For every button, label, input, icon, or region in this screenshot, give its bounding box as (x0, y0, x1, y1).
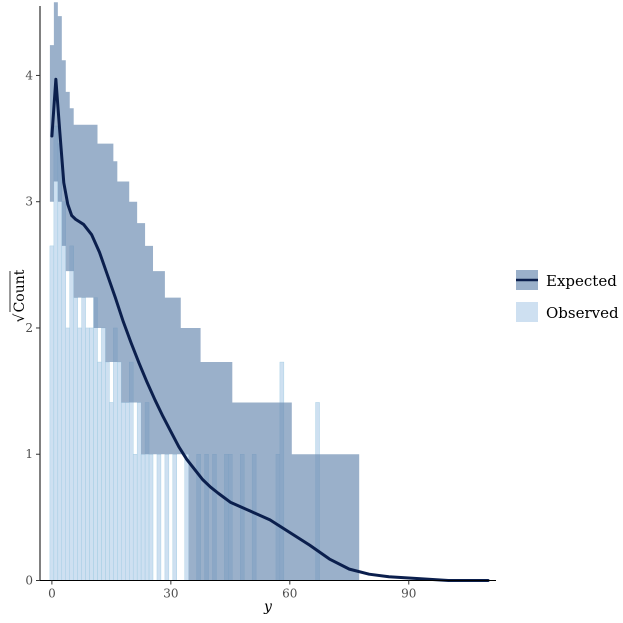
observed-bar (148, 454, 154, 581)
legend-key-observed (516, 302, 538, 322)
expected-band-layer (49, 2, 360, 581)
observed-bar (81, 297, 86, 581)
y-axis-title: Count (12, 269, 28, 312)
x-axis-title: y (263, 599, 273, 615)
y-ticks: 0 1 2 3 4 (25, 68, 40, 588)
observed-bar (61, 201, 66, 581)
plot-area (49, 2, 490, 582)
observed-bar (65, 327, 70, 581)
legend-label-observed: Observed (546, 304, 619, 322)
observed-bar (172, 454, 178, 581)
y-tick-label: 0 (25, 574, 33, 588)
y-tick-label: 1 (25, 447, 33, 461)
observed-bar (97, 361, 102, 581)
observed-bar (156, 454, 162, 581)
observed-bar (69, 245, 74, 581)
x-tick-label: 90 (401, 587, 416, 601)
legend-label-expected: Expected (546, 272, 617, 290)
expected-line-layer (50, 77, 490, 582)
observed-bar (53, 125, 59, 581)
x-tick-label: 60 (282, 587, 297, 601)
observed-bar (49, 245, 55, 581)
x-tick-label: 0 (48, 587, 56, 601)
observed-bar (93, 297, 98, 581)
y-axis-title-group: √ Count (9, 269, 28, 322)
y-tick-label: 3 (25, 195, 33, 209)
observed-bar (125, 402, 130, 581)
legend: Expected Observed (516, 270, 619, 322)
observed-bar (101, 327, 106, 581)
observed-bar (121, 402, 126, 581)
observed-bar (117, 361, 122, 581)
observed-bar (105, 361, 110, 581)
y-axis-title-radical: √ (12, 313, 28, 322)
observed-bar (140, 454, 146, 581)
observed-bar (85, 327, 90, 581)
y-tick-label: 2 (25, 321, 33, 335)
observed-bar (184, 454, 189, 581)
observed-bar (109, 402, 114, 581)
observed-bar (132, 454, 138, 581)
observed-bar (113, 327, 118, 581)
axes-layer: 0 30 60 90 0 1 2 3 4 (25, 6, 496, 601)
observed-bar (77, 327, 82, 581)
observed-bar (164, 454, 170, 581)
y-tick-label: 4 (25, 68, 33, 82)
observed-bar (136, 402, 142, 581)
x-ticks: 0 30 60 90 (48, 580, 416, 601)
observed-bar (73, 297, 78, 581)
x-tick-label: 30 (163, 587, 178, 601)
expected-line (50, 77, 490, 582)
expected-band (49, 2, 360, 581)
observed-bar (89, 327, 94, 581)
observed-bar (57, 143, 63, 581)
